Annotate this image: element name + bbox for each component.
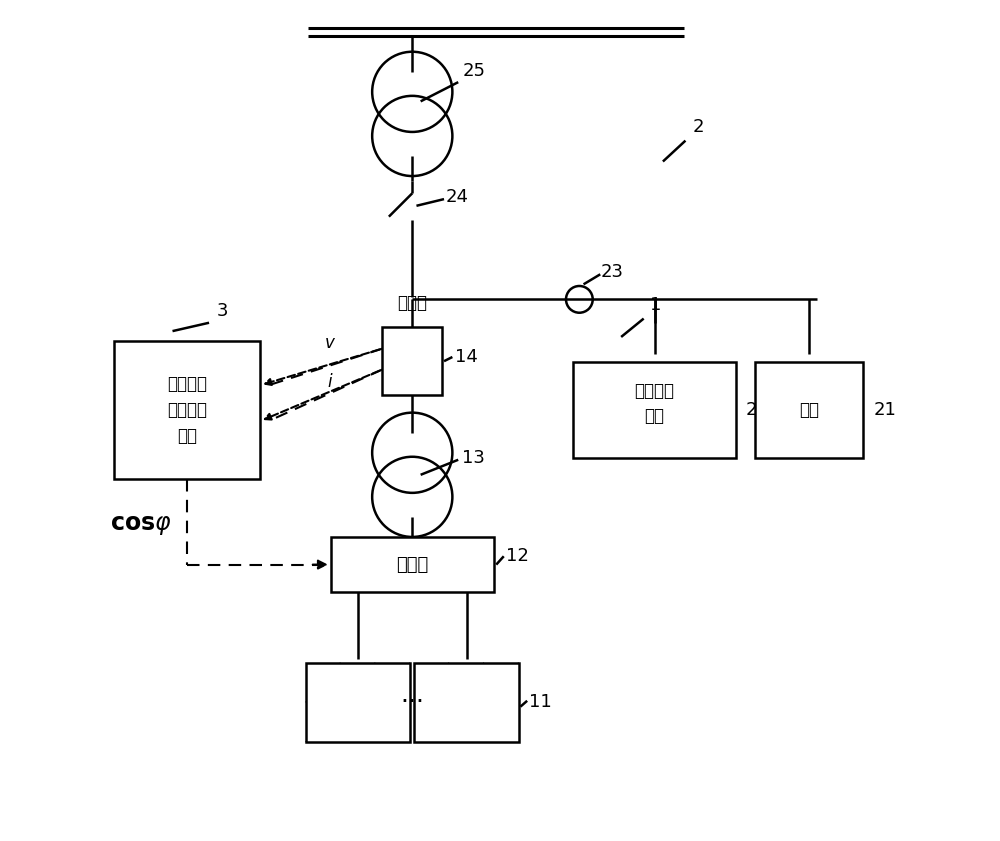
- Text: 11: 11: [529, 694, 552, 711]
- Bar: [573, 362, 736, 458]
- Bar: [414, 663, 519, 742]
- Text: 22: 22: [746, 401, 769, 419]
- Text: v: v: [325, 334, 335, 352]
- Text: i: i: [327, 373, 332, 391]
- Text: 逆变器: 逆变器: [396, 556, 428, 574]
- Text: 2: 2: [692, 119, 704, 136]
- Text: 无功补偿
装置: 无功补偿 装置: [635, 382, 675, 425]
- Text: 25: 25: [462, 62, 485, 81]
- Text: $\mathbf{cos}\varphi$: $\mathbf{cos}\varphi$: [110, 513, 171, 537]
- Bar: [755, 362, 863, 458]
- Bar: [382, 327, 442, 395]
- Bar: [114, 341, 260, 479]
- Bar: [331, 537, 494, 592]
- Text: 21: 21: [873, 401, 896, 419]
- Text: 接入点: 接入点: [397, 294, 427, 312]
- Text: 12: 12: [506, 547, 529, 565]
- Text: 13: 13: [462, 449, 485, 467]
- Text: 负荷: 负荷: [799, 401, 819, 419]
- Text: ···: ···: [400, 690, 424, 715]
- Text: 无功自平
衡控制装
装置: 无功自平 衡控制装 装置: [167, 374, 207, 446]
- Text: 14: 14: [455, 348, 478, 366]
- Bar: [306, 663, 410, 742]
- Text: 24: 24: [446, 188, 469, 206]
- Text: 3: 3: [216, 302, 228, 320]
- Text: 23: 23: [600, 263, 623, 281]
- Text: 1: 1: [650, 295, 662, 314]
